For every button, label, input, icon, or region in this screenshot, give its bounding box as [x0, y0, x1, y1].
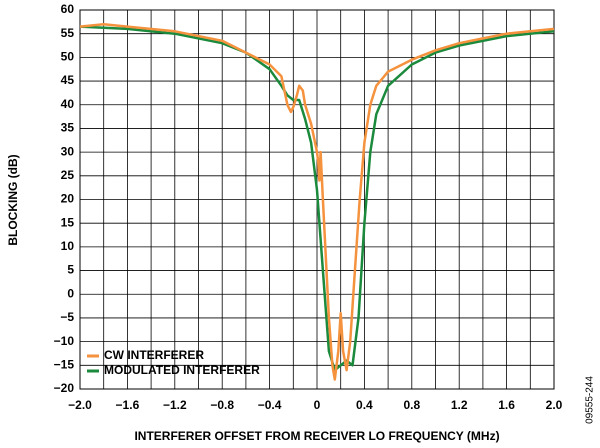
x-tick-label: 2.0: [546, 398, 563, 412]
x-tick-label: −0.4: [258, 398, 282, 412]
x-tick-label: 1.6: [498, 398, 515, 412]
x-tick-label: −0.8: [210, 398, 234, 412]
y-tick-label: 40: [61, 97, 75, 111]
y-tick-label: 60: [61, 2, 75, 16]
y-tick-label: −5: [60, 310, 74, 324]
x-tick-label: 0: [314, 398, 321, 412]
y-tick-label: 25: [61, 168, 75, 182]
plot-frame: [79, 9, 555, 390]
y-tick-label: 15: [61, 215, 75, 229]
y-tick-label: 45: [61, 73, 75, 87]
y-tick-label: −20: [54, 381, 75, 395]
y-tick-label: 35: [61, 121, 75, 135]
legend-label: MODULATED INTERFERER: [104, 363, 260, 377]
y-tick-label: 0: [67, 286, 74, 300]
y-tick-label: 10: [61, 239, 75, 253]
y-tick-label: −10: [54, 334, 75, 348]
y-tick-label: 55: [61, 26, 75, 40]
x-tick-label: −2.0: [68, 398, 92, 412]
y-tick-label: 20: [61, 192, 75, 206]
x-tick-label: −1.2: [163, 398, 187, 412]
x-axis-title: INTERFERER OFFSET FROM RECEIVER LO FREQU…: [134, 429, 499, 443]
y-tick-label: 30: [61, 144, 75, 158]
x-tick-label: 0.4: [356, 398, 373, 412]
figure-id: 09555-244: [585, 376, 596, 424]
y-axis-title: BLOCKING (dB): [6, 154, 20, 245]
x-tick-label: −1.6: [116, 398, 140, 412]
data-line: [79, 25, 555, 372]
x-tick-label: 1.2: [451, 398, 468, 412]
y-tick-label: 50: [61, 50, 75, 64]
y-tick-label: 5: [67, 263, 74, 277]
legend-label: CW INTERFERER: [104, 348, 204, 362]
data-line: [79, 22, 555, 381]
y-tick-label: −15: [54, 357, 75, 371]
x-tick-label: 0.8: [403, 398, 420, 412]
